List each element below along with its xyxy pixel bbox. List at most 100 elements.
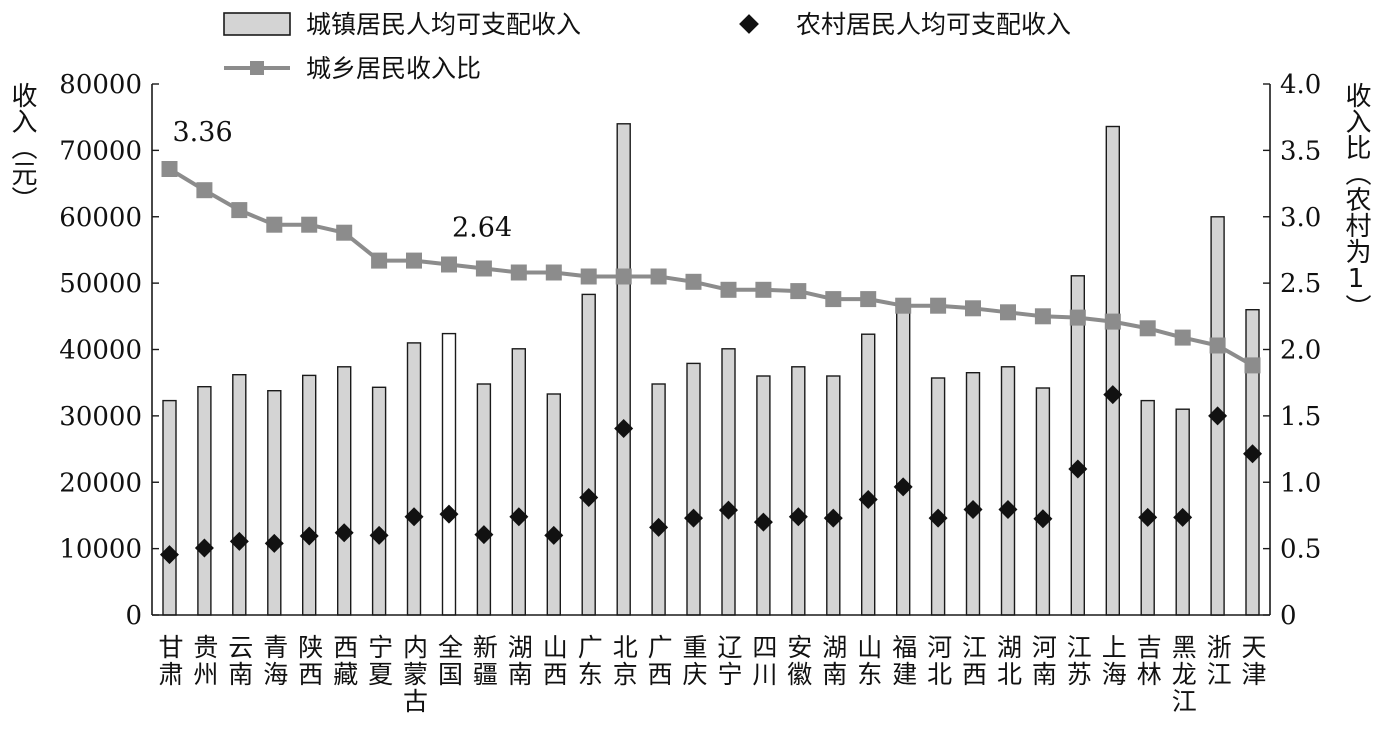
left-tick-label: 10000 [59,535,142,565]
ratio-point [1244,357,1261,374]
left-tick-label: 20000 [59,468,142,498]
category-label: 湖南 [504,634,533,688]
bar [232,374,247,616]
right-tick-label: 2.0 [1280,336,1321,366]
rural-point [474,525,494,545]
bar [302,374,317,616]
category-label: 天津 [1238,634,1267,688]
axes: 0 0 10000 0.5 20000 1.0 30000 1.5 40000 2.0 50000 2… [59,70,1321,631]
ratio-point [895,297,912,314]
ratio-line-series [161,161,1261,374]
bar [1070,275,1086,616]
category-label: 全国 [435,634,464,688]
ratio-point [406,252,422,269]
bar [651,383,666,616]
rural-point [404,507,424,527]
ratio-point [860,291,877,308]
ratio-point [1139,320,1156,337]
ratio-point [580,268,597,285]
category-label: 河南 [1028,634,1057,688]
rural-point [1243,444,1263,464]
left-axis-title: 收入（元） [7,82,37,212]
category-label: 山东 [854,634,883,688]
right-tick-label: 1.0 [1280,468,1321,498]
ratio-annotation: 3.36 [173,117,233,148]
rural-point [823,508,843,528]
left-tick-label: 40000 [59,336,142,366]
bar [406,342,422,616]
right-tick-label: 3.5 [1280,136,1321,166]
rural-point [1173,507,1193,527]
rural-point [753,512,773,532]
rural-point [229,531,249,551]
right-tick-label: 4.0 [1280,70,1321,100]
ratio-point [965,300,981,317]
ratio-point [475,260,492,277]
rural-point [1138,507,1158,527]
legend-bar-swatch [223,12,291,36]
rural-point [369,525,389,545]
category-label: 福建 [889,634,918,688]
right-tick-label: 2.5 [1280,269,1321,299]
rural-point [928,508,948,528]
rural-point [718,500,738,520]
bar [1140,399,1155,616]
ratio-point [650,268,667,285]
category-label: 广西 [644,634,673,688]
ratio-line [168,167,1254,368]
ratio-point [266,216,283,233]
bar [267,390,282,616]
ratio-point [825,291,842,308]
category-labels: 甘肃 贵州 云南 青海 陕西 西藏 宁夏 内蒙古 全国 新疆 湖南 山西 广东 北京 广西 重庆 辽宁 四川 安徽湖… [155,634,1267,715]
rural-point [893,477,913,497]
category-label: 北京 [609,634,638,688]
ratio-point [1069,309,1086,326]
category-label: 贵州 [190,634,219,688]
category-label: 江苏 [1063,634,1092,688]
bar [686,362,701,616]
bar [861,333,876,616]
ratio-point [790,283,807,300]
rural-point [334,523,354,543]
rural-point [439,504,459,524]
category-label: 山西 [539,634,568,688]
ratio-point [720,281,737,298]
ratio-point [1174,329,1191,346]
rural-point [194,538,214,558]
ratio-point [231,202,248,219]
left-tick-label: 60000 [59,203,142,233]
category-label: 江西 [959,634,988,688]
ratio-point [1034,308,1051,325]
category-label: 四川 [749,634,778,688]
category-label: 广东 [574,634,603,688]
rural-point [1068,459,1088,479]
bar [546,393,561,616]
bar [965,372,981,616]
left-tick-label: 50000 [59,269,142,299]
ratio-point [510,264,527,281]
ratio-point [196,182,213,199]
rural-point [998,499,1018,519]
bar [1035,387,1051,616]
rural-point [684,508,704,528]
bar [1105,125,1121,616]
bar [441,332,457,616]
bar [896,299,911,616]
rural-point [649,517,669,537]
ratio-point [930,297,947,314]
rural-point [544,525,564,545]
ratio-point [441,256,457,273]
rural-point [299,526,319,546]
category-label: 浙江 [1203,634,1232,688]
legend-ratio-label: 城乡居民收入比 [306,54,481,83]
bar [511,348,526,616]
bar [476,383,492,616]
rural-point [1208,406,1228,426]
category-label: 陕西 [295,634,324,688]
ratio-point [615,268,632,285]
rural-point [788,507,808,527]
ratio-point [301,216,318,233]
ratio-point [685,273,702,290]
category-label: 安徽 [784,634,813,688]
